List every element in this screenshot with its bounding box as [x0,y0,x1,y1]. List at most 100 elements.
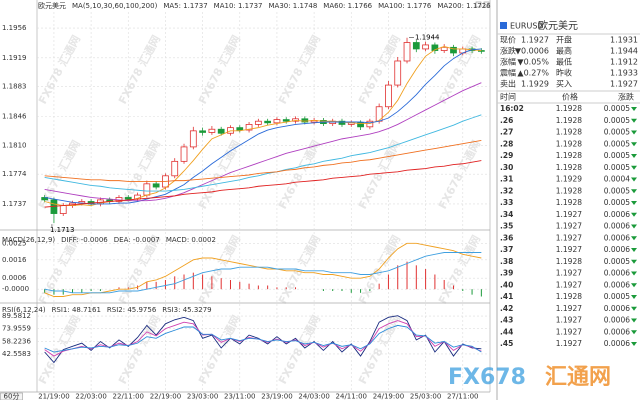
legend-label: MA10: 1.1737 [214,2,263,10]
legend-label: RSI1: 48.7161 [52,306,101,314]
trade-change: 0.0006 [604,339,630,348]
y-tick-label: 58.2236 [2,337,31,345]
candle-body [450,46,457,54]
legend-label: RSI3: 45.3279 [162,306,211,314]
down-arrow [631,118,637,123]
indicator-line [44,48,482,205]
trade-change: 0.0005 [604,116,630,125]
down-arrow [631,212,637,217]
trade-time: .37 [500,245,513,254]
trade-price: 1.1928 [556,198,582,207]
high-annotation: 1.1944 [415,34,440,42]
down-arrow [631,142,637,147]
trade-change: 0.0005 [604,104,630,113]
trade-price: 1.1928 [556,104,582,113]
legend-label: DEA: -0.0007 [114,236,160,244]
trade-time: 16:02 [500,104,524,113]
trade-price: 1.1928 [556,139,582,148]
quote-value: 1.1933 [610,69,638,78]
legend-label: MA(5,10,30,60,100,200) [72,2,158,10]
symbol: EURUSD [510,22,544,31]
candle-body [189,130,197,148]
table-header: 时间 [500,92,516,102]
trade-price: 1.1928 [556,257,582,266]
quote-label: 涨跌 [500,46,516,56]
trade-change: 0.0005 [604,128,630,137]
quote-label: 涨幅 [500,57,516,67]
panel-icon[interactable] [483,1,490,8]
quote-label: 现价 [500,36,516,45]
trade-time: .36 [500,233,513,242]
down-arrow [631,283,637,288]
y-tick-label: 1.1737 [2,200,27,208]
y-tick-label: 1.1956 [2,24,27,32]
x-tick-label: 22/19:00 [150,393,181,400]
quote-label: 开盘 [556,35,572,45]
trade-change: 0.0005 [604,163,630,172]
x-tick-label: 22/11:00 [113,393,144,400]
candle-body [264,120,272,124]
trade-price: 1.1928 [556,163,582,172]
quote-label: 最高 [556,46,572,56]
trade-price: 1.1927 [556,245,582,254]
x-tick-label: 22/03:00 [75,393,106,400]
legend-label: RSI(6,12,24) [2,306,46,314]
trade-time: .39 [500,269,513,278]
quote-value: 1.1931 [610,36,638,45]
y-tick-label: 89.5812 [2,312,31,320]
trade-price: 1.1929 [556,175,582,184]
quote-label: 震幅 [500,68,516,78]
candle-body [282,119,290,122]
quote-value: 1.1929 [521,80,549,89]
trade-price: 1.1928 [556,186,582,195]
table-header: 价格 [562,92,578,102]
trade-time: .29 [500,151,513,160]
y-tick-label: 1.1883 [2,83,27,91]
trade-price: 1.1927 [556,280,582,289]
indicator-line [44,324,482,353]
legend-label: MA60: 1.1766 [323,2,372,10]
trade-time: .27 [500,128,513,137]
trade-price: 1.1927 [556,339,582,348]
trade-price: 1.1927 [556,304,582,313]
trade-change: 0.0006 [604,269,630,278]
x-tick-label: 21/19:00 [38,393,69,400]
symbol-name: 欧元美元 [538,19,578,32]
panel-icon[interactable] [475,1,482,8]
trade-time: .32 [500,186,513,195]
trade-change: 0.0005 [604,292,630,301]
legend-label: MA100: 1.1776 [378,2,432,10]
y-tick-label: 73.9559 [2,325,31,333]
trade-price: 1.1927 [556,269,582,278]
trade-change: 0.0006 [604,210,630,219]
trade-change: 0.0005 [604,257,630,266]
trade-time: .28 [500,139,513,148]
x-tick-label: 23/11:00 [224,393,255,400]
quote-value: 1.1912 [610,58,638,67]
candle-body [236,127,244,131]
down-arrow [631,236,637,241]
trade-time: .34 [500,210,513,219]
down-arrow [631,318,637,323]
y-tick-label: 0.0025 [2,239,27,247]
trade-change: 0.0006 [604,233,630,242]
period-button-label[interactable]: 60分 [4,392,20,400]
candle-body [245,124,253,131]
trade-change: 0.0004 [604,175,630,184]
indicator-line [44,160,482,208]
quote-label: 卖出 [500,79,516,89]
quote-value: 1.1944 [610,47,638,56]
x-tick-label: 24/19:00 [373,393,404,400]
x-tick-label: 24/03:00 [298,393,329,400]
candle-body [273,119,281,124]
trade-time: .43 [500,316,513,325]
trade-price: 1.1928 [556,128,582,137]
trade-price: 1.1928 [556,151,582,160]
quote-value: 1.1927 [610,80,638,89]
candle-body [143,183,151,196]
period-button[interactable] [0,392,23,400]
trade-time: .38 [500,257,513,266]
